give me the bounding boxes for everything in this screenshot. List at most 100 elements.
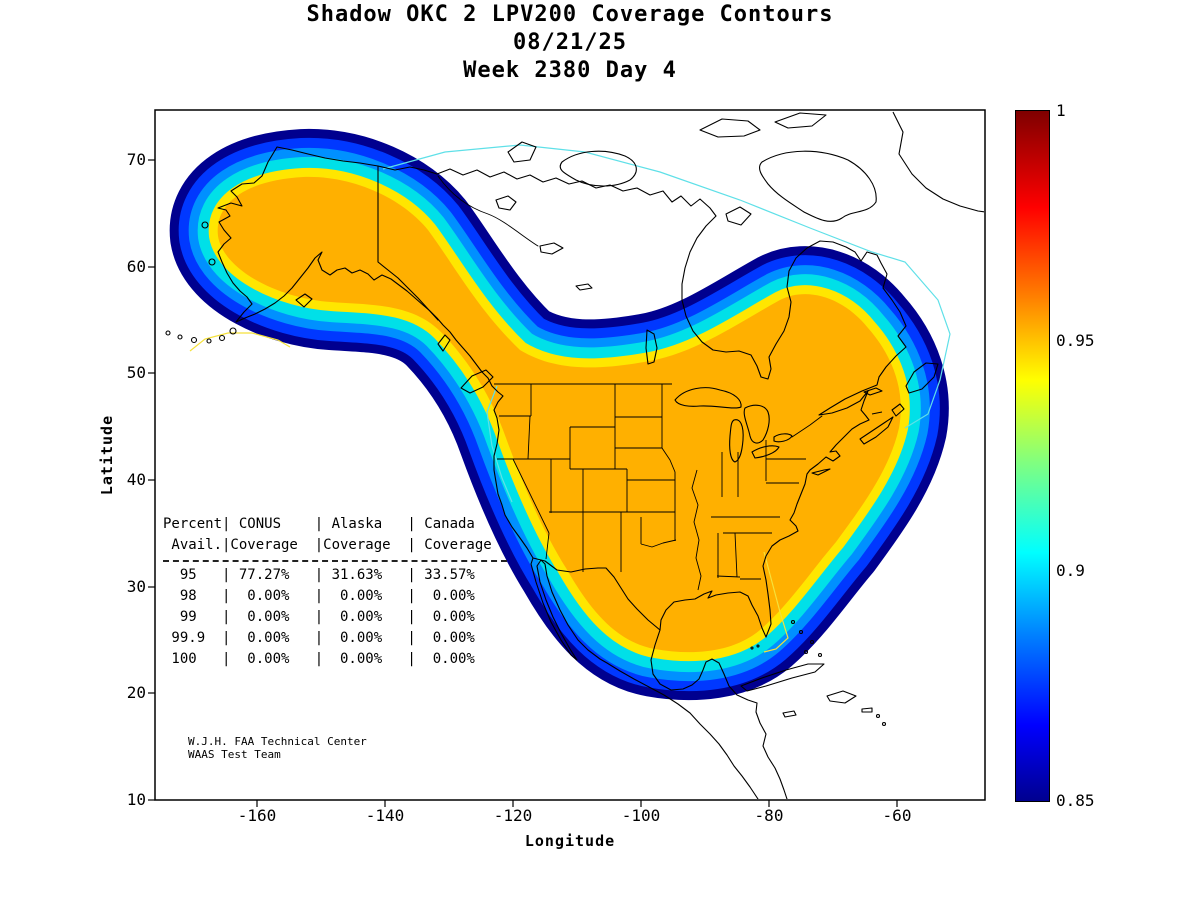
florida-keys (750, 646, 754, 650)
bahamas-island (798, 629, 804, 635)
aleutian-island (229, 327, 237, 335)
x-tick-marks (256, 800, 898, 807)
colorbar-tick-label: 0.85 (1056, 791, 1095, 810)
lesser-antilles (875, 713, 881, 719)
coverage-table: Percent| CONUS | Alaska | Canada Avail.|… (163, 514, 507, 670)
lake-ontario (773, 433, 793, 443)
baffin-island (759, 150, 877, 222)
canada-boundary-line (382, 144, 951, 429)
coverage-table-row: 100 | 0.00% | 0.00% | 0.00% (163, 651, 475, 667)
lake-athabasca (575, 283, 593, 291)
y-tick-label: 30 (126, 577, 146, 596)
mackenzie-river (437, 175, 539, 247)
plot-border (154, 109, 986, 801)
us-mexico-border (532, 557, 661, 631)
coverage-table-row: 98 | 0.00% | 0.00% | 0.00% (163, 588, 475, 604)
puerto-rico (861, 707, 873, 713)
victoria-island (559, 150, 637, 187)
great-bear-lake (495, 195, 517, 211)
prince-edward-island (871, 411, 883, 415)
bahamas-island (790, 619, 796, 625)
aleutian-island (190, 336, 198, 344)
coverage-table-row: 95 | 77.27% | 31.63% | 33.57% (163, 567, 475, 583)
lake-superior (674, 387, 742, 409)
alaska-canada-border (377, 165, 439, 321)
x-tick-label: -60 (882, 806, 912, 825)
y-tick-label: 50 (126, 363, 146, 382)
aleutian-island (218, 334, 226, 342)
x-tick-label: -80 (754, 806, 784, 825)
lake-winnipeg (645, 329, 658, 365)
st-lawrence-island (201, 221, 209, 229)
mainland-coastline (217, 146, 907, 799)
florida-keys (756, 644, 760, 648)
southampton-island (725, 206, 752, 226)
devon-island (699, 118, 761, 138)
watermark-line-2: WAAS Test Team (188, 748, 281, 761)
x-tick-label: -140 (365, 806, 405, 825)
haida-gwaii (437, 334, 451, 352)
region-boundary-layer (189, 144, 951, 653)
coverage-table-row: 99.9 | 0.00% | 0.00% | 0.00% (163, 630, 475, 646)
x-tick-label: -120 (493, 806, 533, 825)
alaska-aleutian-boundary-line (189, 332, 291, 352)
hispaniola (826, 690, 857, 704)
watermark-line-1: W.J.H. FAA Technical Center (188, 735, 367, 748)
x-tick-label: -160 (237, 806, 277, 825)
jamaica (782, 710, 797, 718)
conus-west-boundary-line (486, 385, 513, 503)
cape-breton (891, 403, 905, 417)
lesser-antilles (881, 721, 887, 727)
nunivak-island (208, 258, 216, 266)
y-tick-marks (148, 159, 155, 801)
greenland-coast (892, 111, 984, 213)
state-borders-layer (494, 383, 806, 591)
page-title: Shadow OKC 2 LPV200 Coverage Contours (306, 2, 834, 27)
ellesmere-island (774, 112, 827, 129)
bahamas-island (809, 639, 815, 645)
lake-erie (751, 445, 780, 459)
conus-southeast-boundary-line (763, 551, 789, 653)
great-slave-lake (539, 242, 564, 255)
colorbar (1015, 110, 1050, 802)
state-borders (494, 383, 806, 591)
coverage-table-header-1: Percent| CONUS | Alaska | Canada (163, 516, 475, 532)
colorbar-tick-label: 1 (1056, 101, 1066, 120)
coastline-layer (217, 146, 907, 799)
coverage-table-separator (163, 560, 507, 562)
aleutian-island (177, 334, 183, 340)
cuba (740, 663, 825, 692)
y-tick-label: 70 (126, 150, 146, 169)
aleutian-island (206, 338, 212, 344)
y-tick-label: 20 (126, 683, 146, 702)
coverage-table-header-2: Avail.|Coverage |Coverage | Coverage (163, 537, 492, 553)
banks-island (507, 141, 537, 163)
lake-huron (743, 404, 770, 444)
anticosti-island (863, 387, 883, 396)
y-tick-label: 60 (126, 257, 146, 276)
newfoundland (905, 362, 939, 394)
axes-frame (148, 109, 986, 807)
colorbar-tick-label: 0.9 (1056, 561, 1085, 580)
y-tick-label: 10 (126, 790, 146, 809)
vancouver-island (460, 369, 494, 394)
long-island (811, 468, 831, 476)
bahamas-island (803, 649, 809, 655)
bahamas-island (817, 652, 823, 658)
title-date: 08/21/25 (513, 30, 627, 55)
x-axis-label: Longitude (524, 832, 616, 850)
islands-lakes-layer (165, 111, 984, 727)
aleutian-island (165, 330, 171, 336)
lake-michigan (729, 419, 744, 463)
y-tick-label: 40 (126, 470, 146, 489)
coverage-table-row: 99 | 0.00% | 0.00% | 0.00% (163, 609, 475, 625)
x-tick-label: -100 (621, 806, 661, 825)
nova-scotia (859, 416, 894, 445)
colorbar-tick-label: 0.95 (1056, 331, 1095, 350)
watermark: W.J.H. FAA Technical Center WAAS Test Te… (188, 735, 367, 761)
title-week-day: Week 2380 Day 4 (463, 58, 677, 83)
st-lawrence-river (791, 415, 823, 438)
kodiak-island (295, 293, 313, 308)
